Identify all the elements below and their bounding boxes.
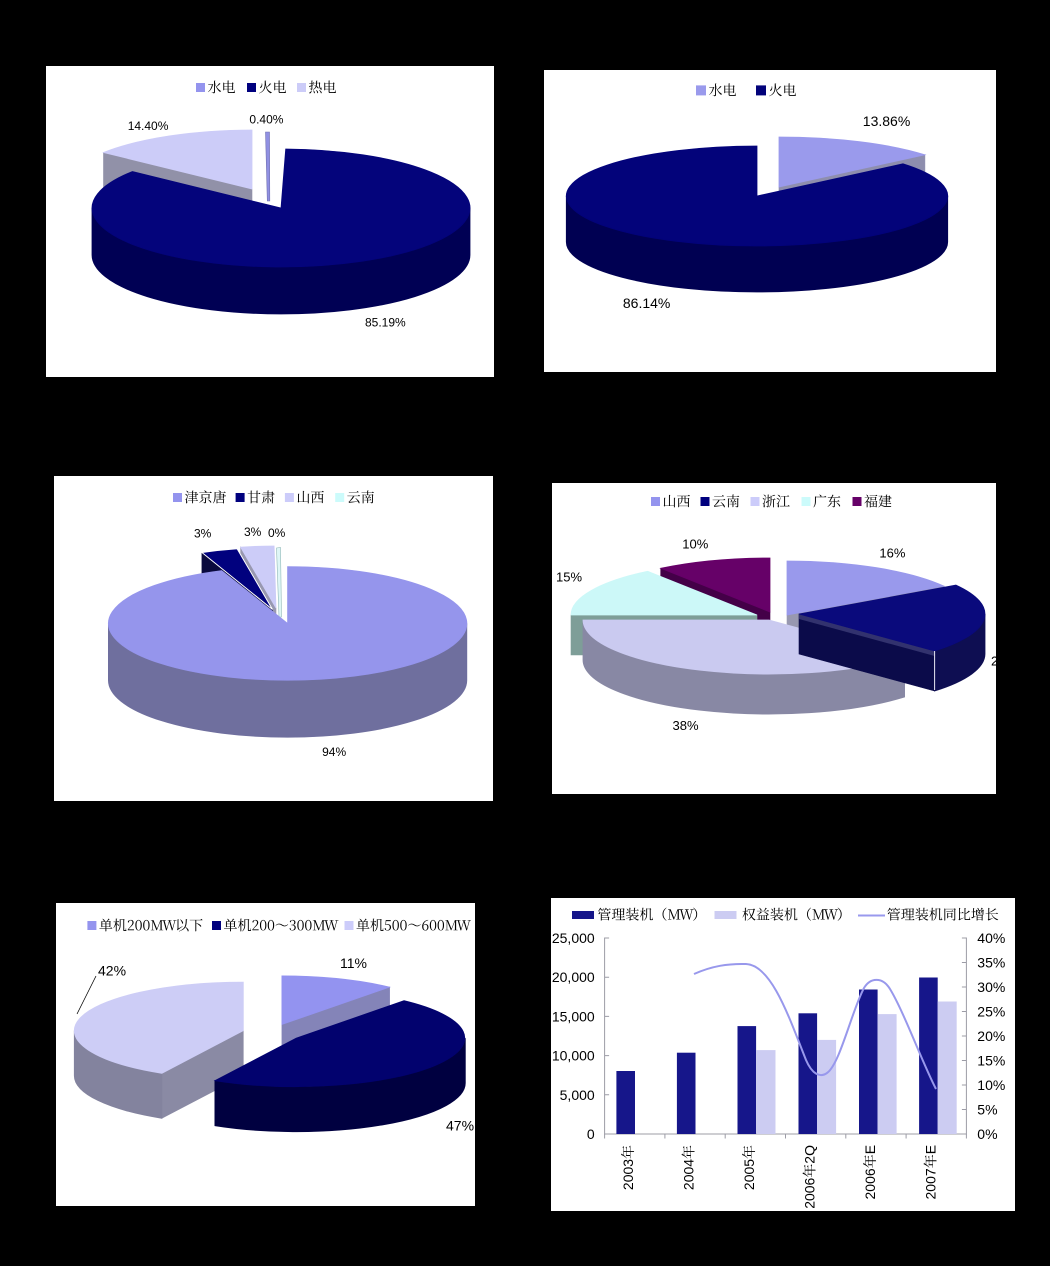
svg-text:30%: 30% [977,979,1005,995]
svg-text:2005: 2005 [741,1159,757,1190]
svg-text:2003: 2003 [620,1159,636,1190]
svg-text:0%: 0% [268,526,286,540]
svg-text:E: E [923,1145,939,1154]
svg-text:11%: 11% [340,955,367,971]
svg-text:2007: 2007 [923,1168,939,1199]
svg-text:3%: 3% [194,527,212,541]
svg-text:35%: 35% [977,955,1005,971]
svg-text:25%: 25% [977,1004,1005,1020]
svg-text:21%: 21% [991,653,996,668]
svg-text:16%: 16% [879,545,905,560]
svg-text:10,000: 10,000 [552,1048,595,1064]
svg-text:15%: 15% [556,569,582,584]
svg-text:42%: 42% [98,963,126,979]
svg-text:2004: 2004 [681,1159,697,1190]
svg-text:20%: 20% [977,1028,1005,1044]
svg-text:13.86%: 13.86% [863,113,910,129]
svg-text:38%: 38% [673,718,699,733]
svg-text:94%: 94% [322,745,346,759]
svg-text:10%: 10% [682,536,708,551]
svg-text:2006: 2006 [862,1168,878,1199]
svg-text:3%: 3% [244,525,262,539]
svg-text:86.14%: 86.14% [623,295,670,311]
svg-text:0%: 0% [977,1126,997,1142]
svg-text:15%: 15% [977,1053,1005,1069]
svg-text:2006: 2006 [802,1177,818,1208]
svg-text:14.40%: 14.40% [128,119,169,133]
svg-text:5%: 5% [977,1102,997,1118]
svg-text:10%: 10% [977,1077,1005,1093]
svg-text:0: 0 [587,1126,595,1142]
svg-text:15,000: 15,000 [552,1008,595,1024]
svg-text:47%: 47% [446,1118,474,1134]
svg-text:0.40%: 0.40% [249,113,283,127]
svg-text:20,000: 20,000 [552,969,595,985]
svg-text:85.19%: 85.19% [365,316,406,330]
svg-text:5,000: 5,000 [560,1087,595,1103]
svg-text:2Q: 2Q [802,1145,818,1164]
svg-text:E: E [862,1145,878,1154]
svg-text:25,000: 25,000 [552,930,595,946]
svg-text:40%: 40% [977,930,1005,946]
